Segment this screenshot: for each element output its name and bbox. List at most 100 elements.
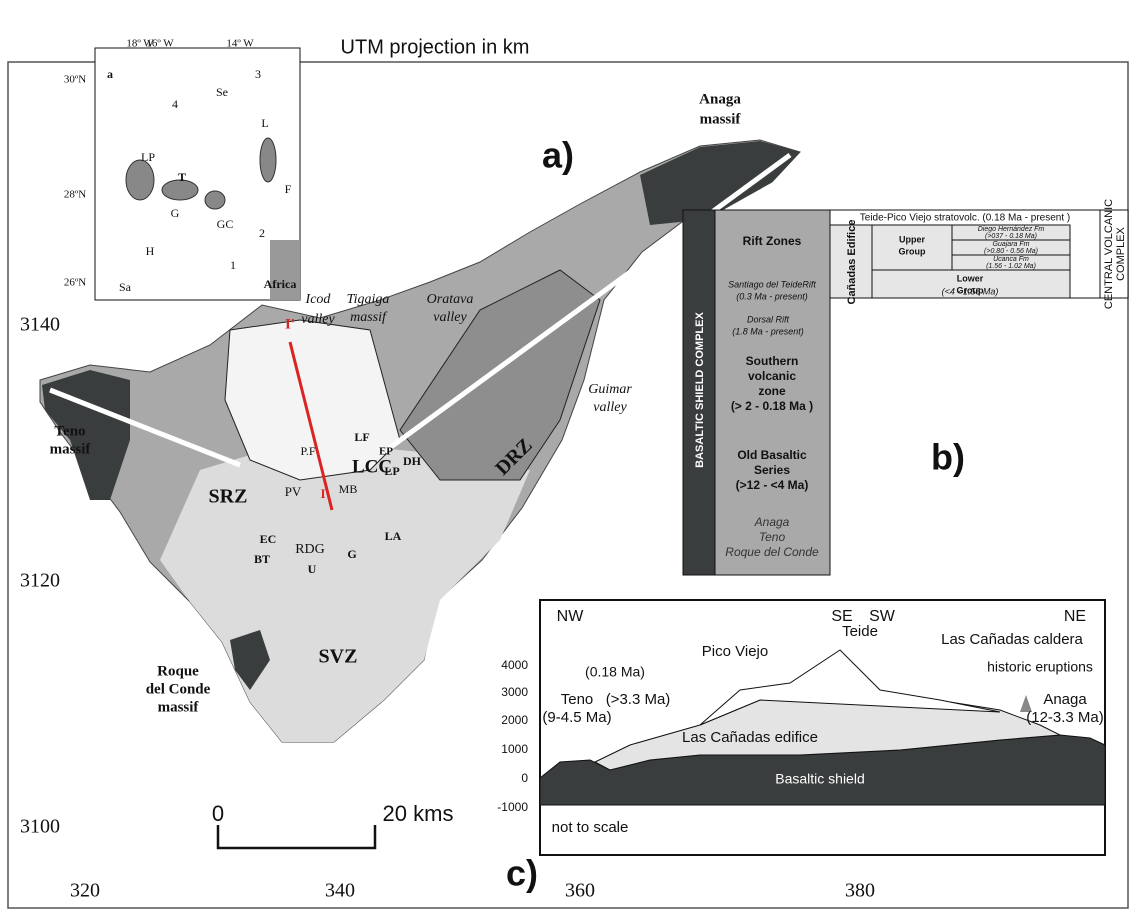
label: COMPLEX (1115, 226, 1127, 280)
map-label: massif (700, 111, 742, 127)
figure-title: UTM projection in km (341, 36, 530, 58)
label: (> 2 - 0.18 Ma ) (731, 399, 813, 413)
section-label: (12-3.3 Ma) (1026, 709, 1104, 726)
label: 28ºN (64, 189, 86, 201)
map-label: SRZ (209, 486, 248, 508)
section-label: Las Cañadas edifice (682, 729, 818, 746)
label: CENTRAL VOLCANIC (1103, 199, 1115, 309)
label: F (285, 182, 292, 196)
label: Old Basaltic (737, 448, 807, 462)
island-l (260, 138, 276, 182)
map-label: RDG (295, 542, 325, 557)
map-label: U (308, 562, 317, 576)
utm-label: 3140 (20, 314, 60, 336)
map-label: valley (301, 312, 335, 327)
elevation-label: 0 (521, 771, 528, 785)
label: Diego Hernández Fm (978, 226, 1045, 233)
label: Upper (899, 234, 926, 244)
map-label: Oratava (427, 292, 474, 307)
map-label: PV (285, 484, 302, 499)
label: zone (758, 384, 786, 398)
label: 1 (230, 258, 236, 272)
label: (>12 - <4 Ma) (736, 478, 809, 492)
label: T (178, 170, 186, 184)
label: 2 (259, 226, 265, 240)
label: (1.8 Ma - present) (732, 326, 804, 336)
section-label: Teide (842, 623, 878, 640)
map-label: P.F (300, 444, 315, 458)
scale-label: 20 kms (383, 801, 454, 826)
label: Series (754, 463, 790, 477)
figure: UTM projection in km31403120310032034036… (0, 0, 1130, 910)
label: GC (217, 217, 234, 231)
label: G (171, 206, 180, 220)
map-label: BT (254, 552, 270, 566)
map-label: Roque (157, 663, 199, 679)
map-label: Icod (305, 292, 332, 307)
island-lp (126, 160, 154, 200)
label: Africa (264, 277, 297, 291)
section-label: Pico Viejo (702, 643, 768, 660)
map-label: LA (385, 529, 402, 543)
map-label: Teno (54, 423, 85, 439)
elevation-label: -1000 (497, 800, 528, 814)
label: Southern (746, 354, 799, 368)
section-label: (>3.3 Ma) (606, 691, 671, 708)
map-label: Anaga (699, 91, 741, 107)
panel-label: b) (931, 437, 965, 478)
label: Santiago del TeideRift (728, 279, 816, 289)
map-label: DH (403, 454, 422, 468)
label: Lower (957, 273, 984, 283)
label: (<4 - 1.56 Ma) (942, 286, 999, 296)
page: {"title": "UTM projection in km", "utm":… (0, 0, 1130, 910)
map-label: I (320, 486, 325, 501)
section-label: Anaga (1043, 691, 1087, 708)
utm-label: 340 (325, 880, 355, 902)
scale-label: 0 (212, 801, 224, 826)
label: NE (1064, 608, 1086, 625)
label: a (107, 67, 113, 81)
utm-label: 3100 (20, 816, 60, 838)
label: H (146, 244, 155, 258)
label: (>037 - 0.18 Ma) (985, 233, 1037, 240)
label: (1.56 - 1.02 Ma) (986, 263, 1036, 270)
map-label: LF (354, 430, 369, 444)
elevation-label: 1000 (501, 742, 528, 756)
label: Group (899, 246, 926, 256)
map-label: valley (433, 310, 467, 325)
scale-bar (218, 825, 375, 848)
label: 16º W (146, 38, 174, 50)
map-label: G (347, 547, 356, 561)
label: Teno (759, 530, 786, 544)
section-label: (0.18 Ma) (585, 664, 645, 680)
utm-label: 320 (70, 880, 100, 902)
panel-label: c) (506, 853, 538, 894)
label: volcanic (748, 369, 796, 383)
map-label: massif (50, 441, 92, 457)
elevation-label: 2000 (501, 713, 528, 727)
label: Se (216, 85, 228, 99)
map-label: massif (350, 310, 388, 325)
map-label: I' (285, 316, 295, 332)
map-label: MB (339, 482, 358, 496)
section-label: Basaltic shield (775, 771, 865, 787)
section-label: historic eruptions (987, 659, 1093, 675)
utm-label: 3120 (20, 570, 60, 592)
map-label: EC (260, 532, 277, 546)
panel-label: a) (542, 135, 574, 176)
label: 14º W (226, 38, 254, 50)
label: 30ºN (64, 74, 86, 86)
section-label: (9-4.5 Ma) (542, 709, 611, 726)
label: Anaga (754, 515, 790, 529)
label: Sa (119, 280, 132, 294)
elevation-label: 4000 (501, 658, 528, 672)
label: Dorsal Rift (747, 314, 790, 324)
label: NW (557, 608, 585, 625)
map-label: Tigaiga (347, 292, 390, 307)
label: 3 (255, 67, 261, 81)
map-label: massif (158, 699, 200, 715)
map-label: LCC (352, 456, 392, 477)
label: Roque del Conde (725, 545, 819, 559)
label: (>0.80 - 0.56 Ma) (984, 248, 1038, 255)
label: 4 (172, 97, 178, 111)
